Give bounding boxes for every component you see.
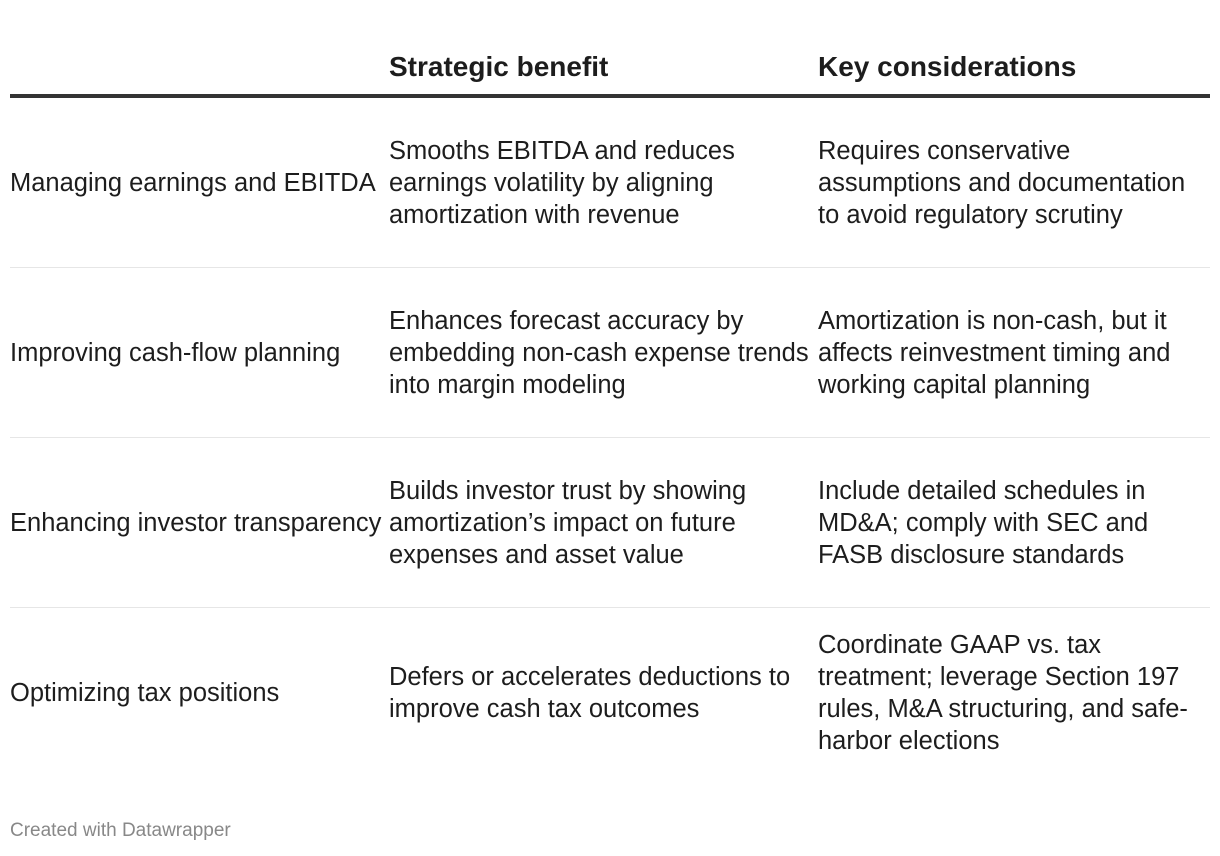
row-benefit: Defers or accelerates deductions to impr… xyxy=(389,663,791,723)
table-row: Optimizing tax positions Defers or accel… xyxy=(10,608,1210,778)
row-label: Managing earnings and EBITDA xyxy=(10,168,376,197)
row-benefit: Smooths EBITDA and reduces earnings vola… xyxy=(389,136,735,229)
row-benefit: Builds investor trust by showing amortiz… xyxy=(389,476,747,569)
row-label: Improving cash-flow planning xyxy=(10,338,341,367)
row-considerations: Coordinate GAAP vs. tax treatment; lever… xyxy=(818,631,1188,755)
header-cell-strategic-benefit: Strategic benefit xyxy=(389,51,609,82)
table-row: Improving cash-flow planning Enhances fo… xyxy=(10,268,1210,438)
row-label: Enhancing investor transparency xyxy=(10,508,382,537)
data-table: Strategic benefit Key considerations Man… xyxy=(10,40,1210,778)
table-row: Managing earnings and EBITDA Smooths EBI… xyxy=(10,98,1210,268)
footer-credit: Created with Datawrapper xyxy=(10,820,231,841)
row-considerations: Requires conservative assumptions and do… xyxy=(818,136,1186,229)
table-header: Strategic benefit Key considerations xyxy=(10,40,1210,98)
header-cell-key-considerations: Key considerations xyxy=(818,51,1077,82)
row-considerations: Include detailed schedules in MD&A; comp… xyxy=(818,476,1149,569)
row-benefit: Enhances forecast accuracy by embedding … xyxy=(389,306,809,399)
table-row: Enhancing investor transparency Builds i… xyxy=(10,438,1210,608)
row-considerations: Amortization is non-cash, but it affects… xyxy=(818,306,1171,399)
row-label: Optimizing tax positions xyxy=(10,679,280,707)
